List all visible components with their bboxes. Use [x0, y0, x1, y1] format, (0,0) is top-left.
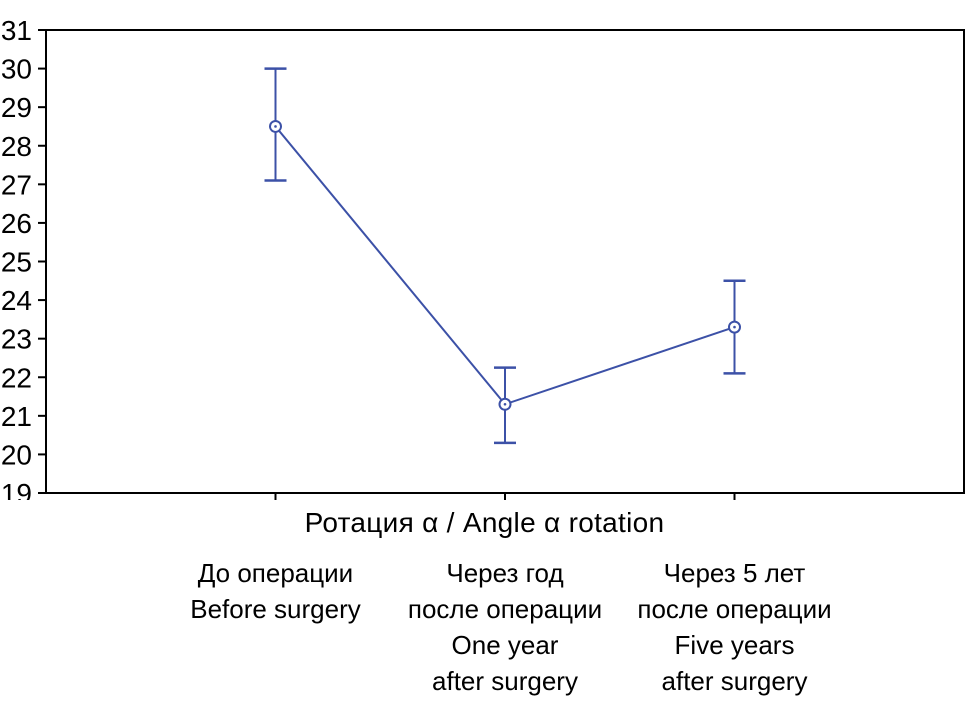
y-tick-label: 27: [1, 169, 32, 200]
category-label-line: после операции: [637, 594, 832, 624]
category-label-line: after surgery: [661, 666, 808, 696]
y-tick-label: 19: [1, 478, 32, 500]
y-tick-label: 26: [1, 208, 32, 239]
y-tick-label: 23: [1, 324, 32, 355]
y-tick-label: 22: [1, 362, 32, 393]
data-point-center-dot: [733, 325, 736, 329]
y-tick-label: 24: [1, 285, 32, 316]
category-label-line: Через год: [446, 558, 564, 588]
x-axis-title: Ротация α / Angle α rotation: [304, 507, 665, 538]
category-label: Через 5 лет после операции Five years after…: [637, 555, 831, 699]
category-label-line: Before surgery: [190, 594, 361, 624]
category-label-line: Через 5 лет: [663, 558, 806, 588]
y-tick-label: 20: [1, 439, 32, 470]
category-label-line: One year: [451, 630, 559, 660]
category-label: Через год после операции One year after sur…: [408, 555, 602, 699]
y-tick-label: 31: [1, 15, 32, 46]
data-point-center-dot: [274, 125, 277, 128]
y-tick-label: 30: [1, 54, 32, 85]
plot-area: 19 20 21 22 23 24 25 26 27 28 29 30 31: [1, 15, 965, 509]
y-tick-label: 28: [1, 131, 32, 162]
y-tick-label: 29: [1, 92, 32, 123]
y-tick-label: 21: [1, 401, 32, 432]
category-label-line: after surgery: [432, 666, 578, 696]
data-point-center-dot: [503, 402, 507, 406]
category-labels: До операции Before surgery Через год после …: [0, 555, 969, 716]
category-label: До операции Before surgery: [190, 555, 361, 627]
category-label-line: Five years: [674, 630, 795, 660]
data-line: [274, 125, 735, 406]
category-label-line: До операции: [197, 558, 354, 588]
y-tick-label: 25: [1, 247, 32, 278]
category-label-line: после операции: [407, 594, 603, 624]
